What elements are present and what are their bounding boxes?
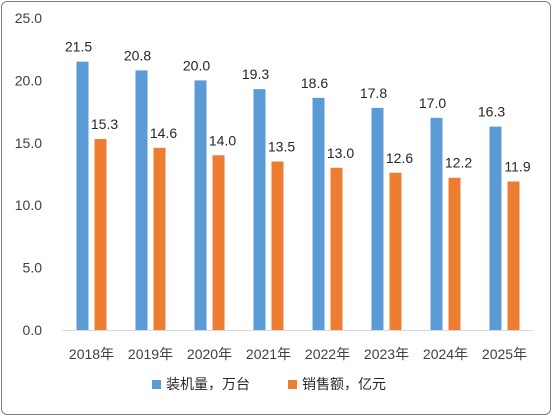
legend-swatch-series-1: [152, 380, 161, 389]
data-label-series-1: 16.3: [478, 104, 505, 120]
data-label-series-1: 20.0: [183, 57, 210, 73]
bar-series-2: [271, 161, 284, 330]
bar-series-2: [448, 177, 461, 330]
bar-series-2: [94, 139, 107, 330]
y-tick-label: 15.0: [15, 135, 42, 151]
x-tick-label: 2021年: [246, 346, 291, 362]
legend: 装机量，万台 销售额，亿元: [152, 377, 386, 393]
y-tick-label: 10.0: [15, 197, 42, 213]
y-axis-tick-labels: 0.0 5.0 10.0 15.0 20.0 25.0: [15, 10, 42, 338]
legend-swatch-series-2: [288, 380, 297, 389]
data-labels: 21.5 15.3 20.8 14.6 20.0 14.0 19.3 13.5 18.6 13.0…: [65, 39, 531, 175]
y-tick-label: 5.0: [23, 260, 43, 276]
data-label-series-2: 12.2: [445, 155, 472, 171]
x-tick-label: 2023年: [364, 346, 409, 362]
data-label-series-2: 11.9: [504, 158, 530, 174]
x-tick-label: 2019年: [128, 346, 173, 362]
bar-series-1: [253, 89, 266, 330]
data-label-series-2: 13.0: [327, 145, 354, 161]
bar-series-1: [135, 70, 148, 330]
data-label-series-1: 18.6: [301, 75, 328, 91]
bar-series-2: [507, 181, 520, 330]
legend-label-series-1: 装机量，万台: [166, 377, 250, 393]
bar-series-2: [212, 155, 225, 330]
data-label-series-1: 17.0: [419, 95, 446, 111]
data-label-series-2: 14.0: [209, 132, 236, 148]
bar-series-1: [430, 117, 443, 330]
data-label-series-1: 17.8: [360, 85, 387, 101]
bar-series-2: [153, 147, 166, 330]
y-tick-label: 20.0: [15, 72, 42, 88]
bar-series-1: [371, 107, 384, 330]
x-axis-tick-labels: 2018年 2019年 2020年 2021年 2022年 2023年 2024年 2025年: [69, 346, 527, 362]
bar-series-1: [194, 80, 207, 331]
data-label-series-1: 21.5: [65, 39, 92, 55]
data-label-series-2: 15.3: [91, 116, 118, 132]
bar-series-1: [312, 97, 325, 330]
y-tick-label: 25.0: [15, 10, 42, 26]
x-tick-label: 2020年: [187, 346, 232, 362]
bar-series-2: [330, 167, 343, 330]
x-tick-label: 2022年: [305, 346, 350, 362]
data-label-series-2: 12.6: [386, 150, 413, 166]
x-tick-label: 2025年: [482, 346, 527, 362]
data-label-series-1: 19.3: [242, 66, 269, 82]
bars: [76, 61, 520, 331]
bar-series-2: [389, 172, 402, 330]
bar-series-1: [489, 126, 502, 331]
data-label-series-2: 13.5: [268, 139, 295, 155]
data-label-series-2: 14.6: [150, 125, 177, 141]
data-label-series-1: 20.8: [124, 47, 151, 63]
x-tick-label: 2024年: [423, 346, 468, 362]
y-tick-label: 0.0: [23, 322, 43, 338]
bar-series-1: [76, 61, 89, 331]
x-tick-label: 2018年: [69, 346, 114, 362]
legend-label-series-2: 销售额，亿元: [302, 377, 386, 393]
